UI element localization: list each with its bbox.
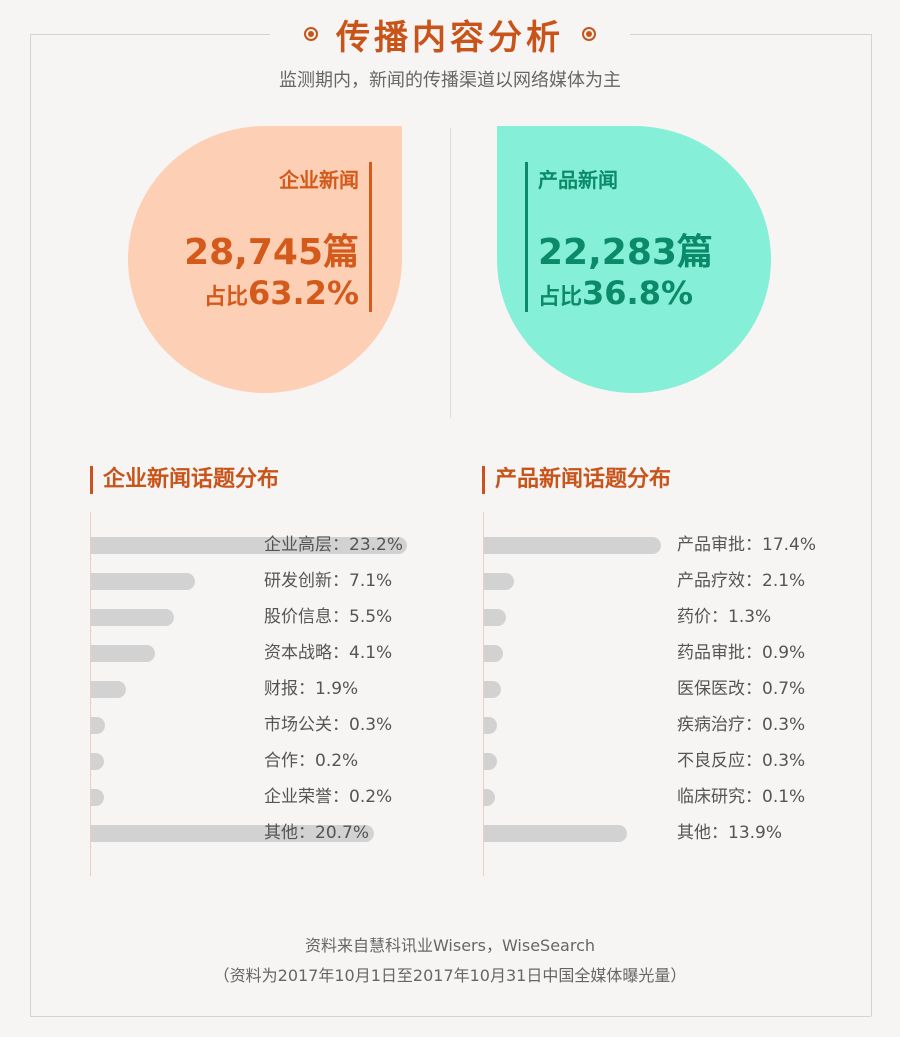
- ornament-dot-icon: [304, 27, 318, 41]
- bar-label: 其他：13.9%: [677, 823, 783, 843]
- ornament-dot-icon: [582, 27, 596, 41]
- share-value: 63.2%: [247, 274, 359, 312]
- corporate-topics-title: 企业新闻话题分布: [90, 466, 279, 494]
- bar-药品审批: [484, 645, 503, 662]
- bar-label: 企业高层：23.2%: [264, 535, 404, 555]
- product-share: 占比36.8%: [538, 273, 713, 318]
- product-count: 22,283篇: [538, 232, 713, 273]
- bar-临床研究: [484, 789, 495, 806]
- bar-label: 股价信息：5.5%: [264, 607, 393, 627]
- column-divider: [450, 128, 451, 418]
- bar-label: 疾病治疗：0.3%: [677, 715, 806, 735]
- bar-label: 资本战略：4.1%: [264, 643, 393, 663]
- bar-企业高层: [91, 537, 408, 554]
- bar-资本战略: [91, 645, 156, 662]
- bar-label: 研发创新：7.1%: [264, 571, 393, 591]
- bar-股价信息: [91, 609, 174, 626]
- corporate-share: 占比63.2%: [184, 273, 359, 318]
- corporate-news-card: 企业新闻 28,745篇 占比63.2%: [128, 126, 402, 393]
- bar-label: 合作：0.2%: [264, 751, 359, 771]
- bar-其他: [484, 825, 628, 842]
- bar-产品审批: [484, 537, 662, 554]
- page-subtitle: 监测期内，新闻的传播渠道以网络媒体为主: [279, 70, 621, 91]
- bar-label: 其他：20.7%: [264, 823, 370, 843]
- bar-label: 医保医改：0.7%: [677, 679, 806, 699]
- bar-不良反应: [484, 753, 497, 770]
- title-bar: 传播内容分析: [270, 8, 630, 60]
- bar-label: 产品疗效：2.1%: [677, 571, 806, 591]
- source-note: （资料为2017年10月1日至2017年10月31日中国全媒体曝光量）: [213, 966, 687, 985]
- bar-财报: [91, 681, 127, 698]
- corporate-count: 28,745篇: [184, 232, 359, 273]
- page-title: 传播内容分析: [336, 17, 564, 58]
- corporate-chart-axis: [90, 512, 91, 876]
- corporate-stat: 企业新闻 28,745篇 占比63.2%: [184, 162, 372, 312]
- bar-label: 临床研究：0.1%: [677, 787, 806, 807]
- product-news-card: 产品新闻 22,283篇 占比36.8%: [497, 126, 771, 393]
- share-value: 36.8%: [582, 274, 694, 312]
- bar-合作: [91, 753, 104, 770]
- bar-市场公关: [91, 717, 105, 734]
- share-prefix: 占比: [203, 285, 248, 310]
- product-label: 产品新闻: [538, 168, 618, 192]
- bar-医保医改: [484, 681, 501, 698]
- corporate-label: 企业新闻: [279, 168, 359, 192]
- bar-其他: [91, 825, 375, 842]
- product-chart-axis: [483, 512, 484, 876]
- product-stat: 产品新闻 22,283篇 占比36.8%: [525, 162, 713, 312]
- bar-label: 市场公关：0.3%: [264, 715, 393, 735]
- product-topics-title: 产品新闻话题分布: [482, 466, 671, 494]
- bar-label: 产品审批：17.4%: [677, 535, 817, 555]
- bar-研发创新: [91, 573, 195, 590]
- bar-label: 财报：1.9%: [264, 679, 359, 699]
- bar-label: 不良反应：0.3%: [677, 751, 806, 771]
- frame-bottom-line: [30, 1016, 870, 1017]
- bar-label: 企业荣誉：0.2%: [264, 787, 393, 807]
- bar-疾病治疗: [484, 717, 497, 734]
- share-prefix: 占比: [538, 285, 583, 310]
- source-text: 资料来自慧科讯业Wisers，WiseSearch: [304, 936, 596, 955]
- bar-产品疗效: [484, 573, 515, 590]
- bar-label: 药价：1.3%: [677, 607, 772, 627]
- bar-企业荣誉: [91, 789, 104, 806]
- bar-药价: [484, 609, 507, 626]
- bar-label: 药品审批：0.9%: [677, 643, 806, 663]
